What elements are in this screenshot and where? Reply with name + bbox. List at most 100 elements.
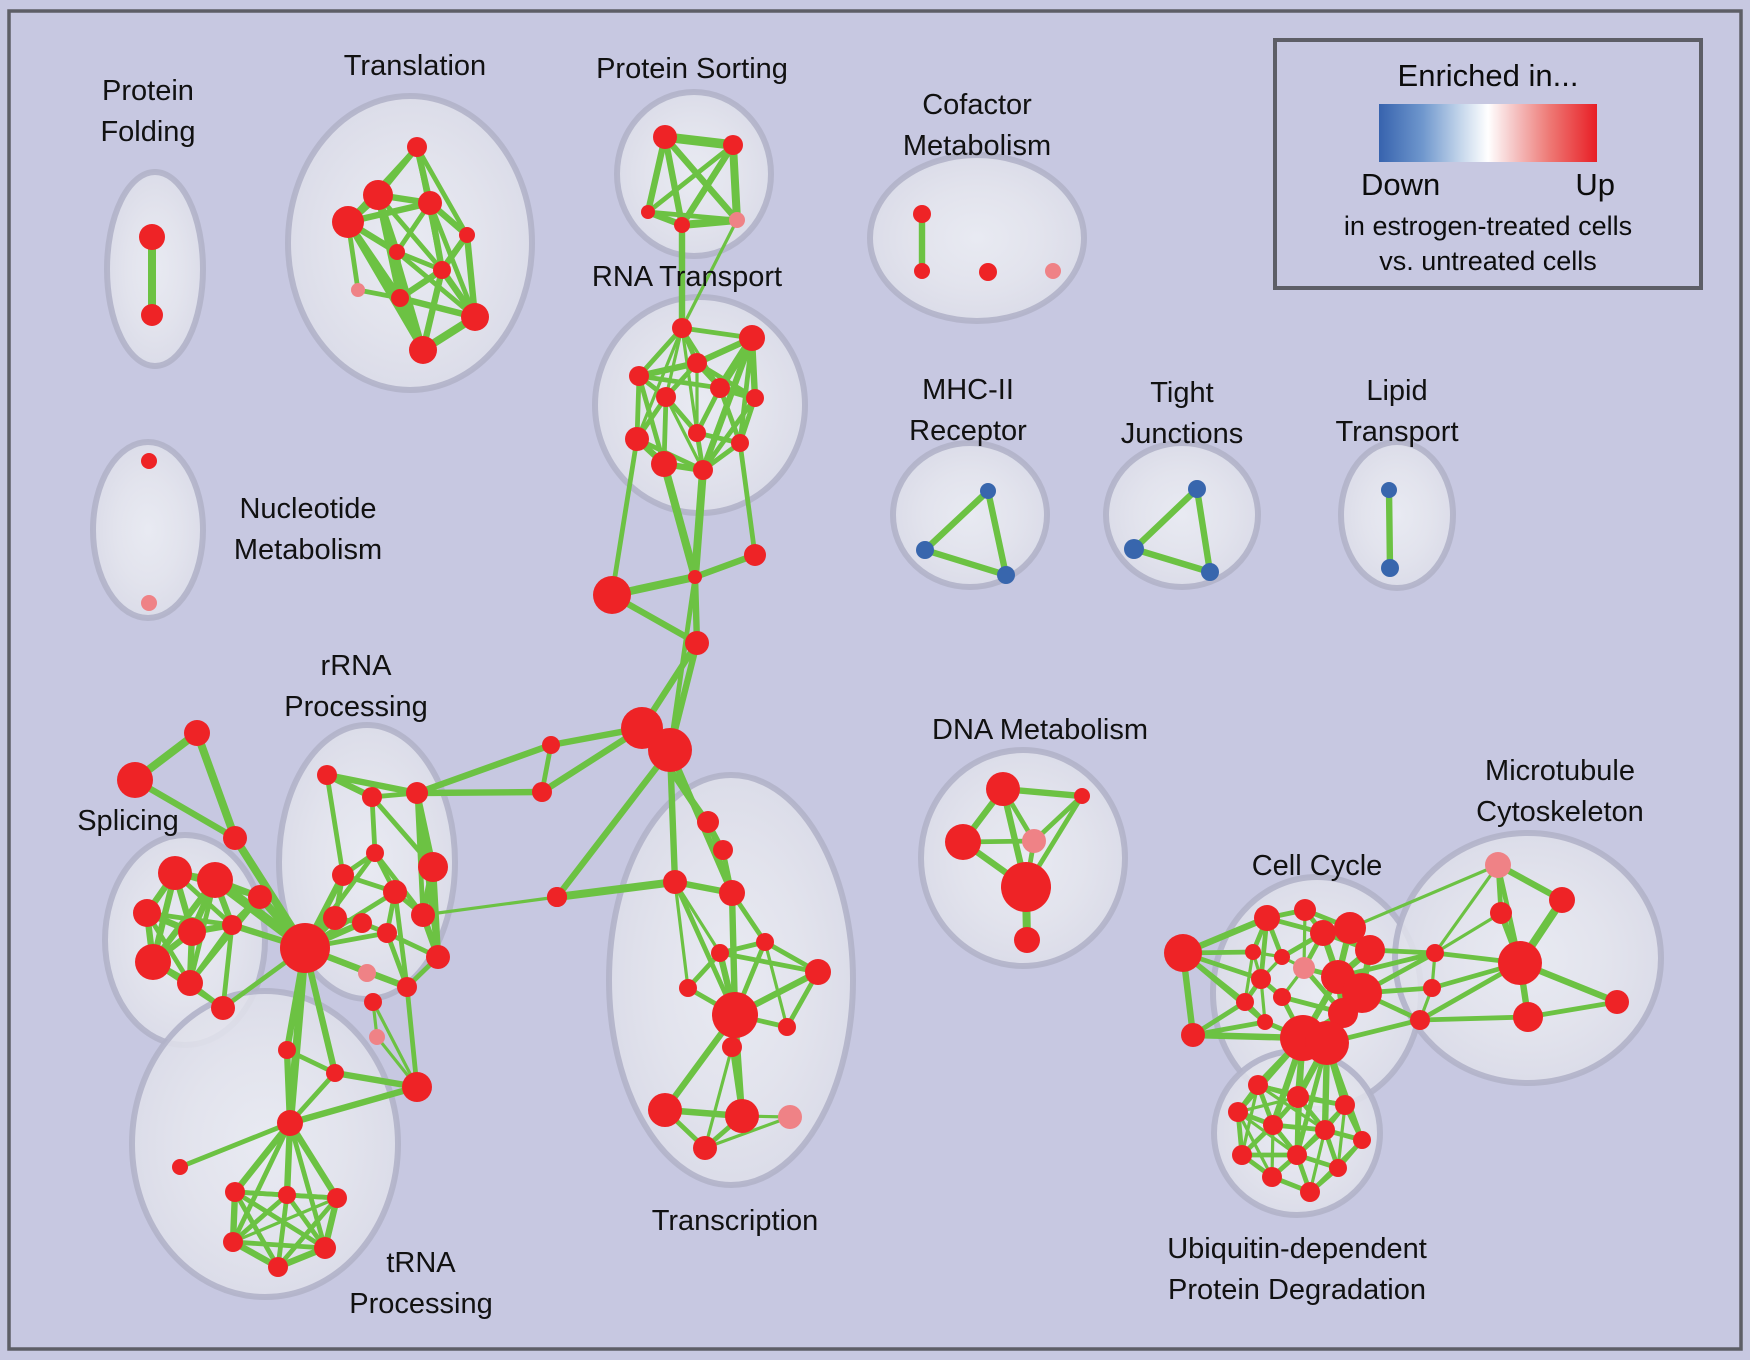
network-node-tl[interactable]	[461, 303, 489, 331]
network-node-tc[interactable]	[697, 811, 719, 833]
network-node-tc[interactable]	[648, 1093, 682, 1127]
network-node-rr[interactable]	[426, 945, 450, 969]
network-node-tc[interactable]	[711, 944, 729, 962]
network-node-rr[interactable]	[383, 880, 407, 904]
network-node-sp[interactable]	[158, 856, 192, 890]
network-node-tn[interactable]	[223, 1232, 243, 1252]
network-node-rr[interactable]	[366, 844, 384, 862]
network-node-sp[interactable]	[117, 762, 153, 798]
network-node-rt[interactable]	[693, 460, 713, 480]
network-node-rt[interactable]	[625, 427, 649, 451]
network-node-mh[interactable]	[980, 483, 996, 499]
network-node-cc[interactable]	[1245, 944, 1261, 960]
network-node-cc[interactable]	[1293, 957, 1315, 979]
network-node-rt[interactable]	[672, 318, 692, 338]
network-node-tl[interactable]	[389, 244, 405, 260]
network-node-cc[interactable]	[1254, 905, 1280, 931]
network-node-tn[interactable]	[278, 1186, 296, 1204]
network-node-pf[interactable]	[139, 224, 165, 250]
network-node-mh[interactable]	[997, 566, 1015, 584]
network-node-cc[interactable]	[1305, 1021, 1349, 1065]
network-node-tj[interactable]	[1188, 480, 1206, 498]
network-node-ub[interactable]	[1300, 1182, 1320, 1202]
network-node-tl[interactable]	[407, 137, 427, 157]
network-node-mt[interactable]	[1549, 887, 1575, 913]
network-node-tc[interactable]	[778, 1105, 802, 1129]
network-node-mh[interactable]	[916, 541, 934, 559]
network-node-tn[interactable]	[172, 1159, 188, 1175]
network-node-ub[interactable]	[1287, 1145, 1307, 1165]
network-node-tn[interactable]	[278, 1041, 296, 1059]
network-node-nm[interactable]	[141, 595, 157, 611]
network-node-cc[interactable]	[1164, 934, 1202, 972]
network-node-tc[interactable]	[713, 840, 733, 860]
network-node-sp[interactable]	[197, 862, 233, 898]
network-node-rr[interactable]	[317, 765, 337, 785]
network-node-ub[interactable]	[1353, 1131, 1371, 1149]
network-node-sp[interactable]	[248, 885, 272, 909]
network-node-rt[interactable]	[731, 434, 749, 452]
network-node-mt[interactable]	[1485, 852, 1511, 878]
network-node-tl[interactable]	[418, 191, 442, 215]
network-node-cc[interactable]	[1334, 912, 1366, 944]
network-node-ch[interactable]	[744, 544, 766, 566]
network-node-tl[interactable]	[409, 336, 437, 364]
network-node-tc[interactable]	[663, 870, 687, 894]
network-node-sp[interactable]	[135, 944, 171, 980]
network-node-mt[interactable]	[1498, 941, 1542, 985]
network-node-tn[interactable]	[268, 1257, 288, 1277]
network-node-tl[interactable]	[332, 206, 364, 238]
network-node-lp[interactable]	[1381, 482, 1397, 498]
network-node-tc[interactable]	[756, 933, 774, 951]
network-node-rt[interactable]	[651, 451, 677, 477]
network-node-sp[interactable]	[133, 899, 161, 927]
network-node-ps[interactable]	[653, 125, 677, 149]
network-node-ub[interactable]	[1228, 1102, 1248, 1122]
network-node-rt[interactable]	[710, 378, 730, 398]
network-node-pf[interactable]	[141, 304, 163, 326]
network-node-ub[interactable]	[1335, 1095, 1355, 1115]
network-node-sp[interactable]	[211, 996, 235, 1020]
network-node-ub[interactable]	[1248, 1075, 1268, 1095]
network-node-ch[interactable]	[593, 576, 631, 614]
network-node-tc[interactable]	[778, 1018, 796, 1036]
network-node-ub[interactable]	[1315, 1120, 1335, 1140]
network-node-mt[interactable]	[1605, 990, 1629, 1014]
network-node-tn[interactable]	[364, 993, 382, 1011]
network-node-tl[interactable]	[351, 283, 365, 297]
network-node-tn[interactable]	[327, 1188, 347, 1208]
network-node-ub[interactable]	[1232, 1145, 1252, 1165]
network-node-cc[interactable]	[1310, 920, 1336, 946]
network-node-nm[interactable]	[141, 453, 157, 469]
network-node-ub[interactable]	[1287, 1086, 1309, 1108]
network-node-rt[interactable]	[688, 424, 706, 442]
network-node-ch[interactable]	[532, 782, 552, 802]
network-node-ch[interactable]	[648, 728, 692, 772]
network-node-rt[interactable]	[656, 387, 676, 407]
network-node-cc[interactable]	[1257, 1014, 1273, 1030]
network-node-cc[interactable]	[1274, 949, 1290, 965]
network-node-tl[interactable]	[459, 227, 475, 243]
network-node-tc[interactable]	[725, 1099, 759, 1133]
network-node-lp[interactable]	[1381, 559, 1399, 577]
network-node-tn[interactable]	[326, 1064, 344, 1082]
network-node-mt[interactable]	[1513, 1002, 1543, 1032]
network-node-mt[interactable]	[1490, 902, 1512, 924]
network-node-tj[interactable]	[1124, 539, 1144, 559]
network-node-cc[interactable]	[1355, 935, 1385, 965]
network-node-rr[interactable]	[280, 923, 330, 973]
network-node-ps[interactable]	[729, 212, 745, 228]
network-node-ub[interactable]	[1329, 1159, 1347, 1177]
network-node-rt[interactable]	[629, 366, 649, 386]
network-node-rr[interactable]	[411, 903, 435, 927]
network-node-ps[interactable]	[674, 217, 690, 233]
network-node-rr[interactable]	[418, 852, 448, 882]
network-node-dm[interactable]	[1074, 788, 1090, 804]
network-node-mt[interactable]	[1423, 979, 1441, 997]
network-node-rr[interactable]	[406, 782, 428, 804]
network-node-ps[interactable]	[723, 135, 743, 155]
network-node-tj[interactable]	[1201, 563, 1219, 581]
network-node-tc[interactable]	[712, 992, 758, 1038]
network-node-tn[interactable]	[314, 1237, 336, 1259]
network-node-cf[interactable]	[979, 263, 997, 281]
